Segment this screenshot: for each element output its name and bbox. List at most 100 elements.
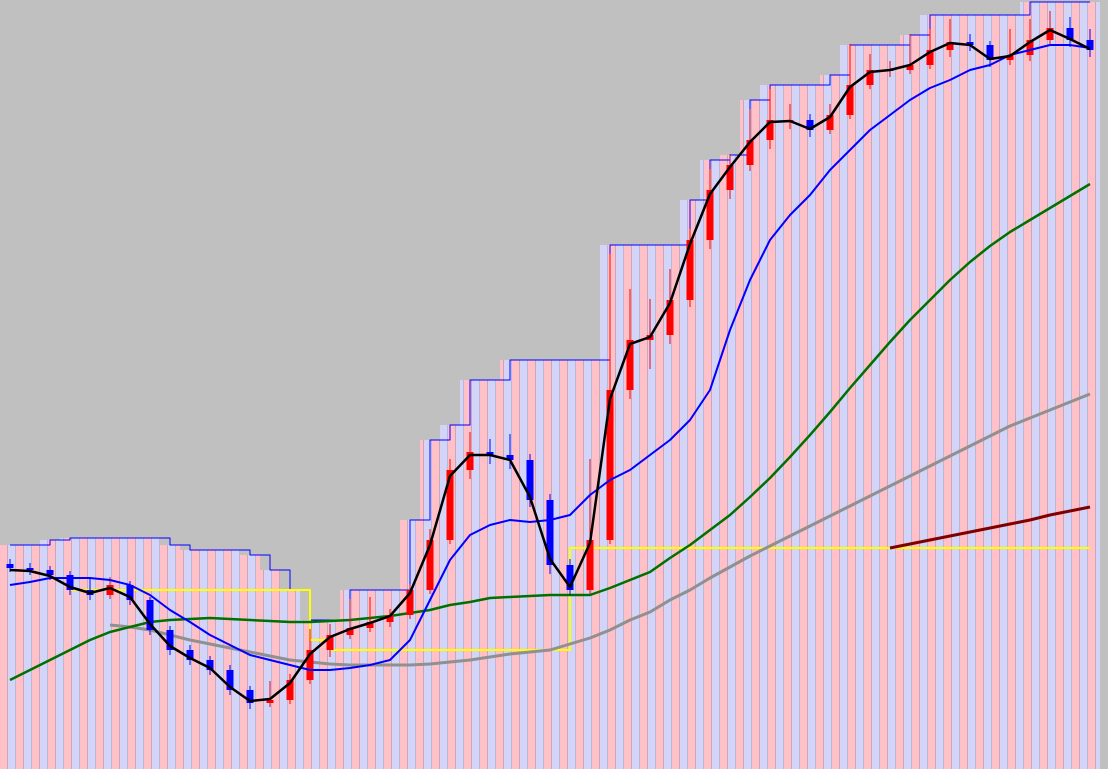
background-column	[760, 85, 780, 769]
background-column	[80, 538, 100, 769]
candle-body	[946, 42, 954, 50]
background-column	[920, 15, 940, 769]
candle-body	[526, 460, 534, 500]
candle-body	[46, 570, 54, 575]
candle-body	[846, 85, 854, 115]
candle-body	[126, 585, 134, 600]
candle-body	[626, 340, 634, 390]
background-column	[980, 15, 1000, 769]
candle-body	[586, 540, 594, 590]
background-column	[940, 15, 960, 769]
candle-body	[446, 470, 454, 540]
indicator-line	[109, 392, 1091, 667]
background-column	[140, 538, 160, 769]
candle-body	[1006, 55, 1014, 60]
background-column	[860, 45, 880, 769]
background-column	[160, 545, 180, 769]
background-column	[320, 620, 340, 769]
candle-body	[706, 190, 714, 240]
candle-body	[246, 690, 254, 703]
candle-body	[746, 140, 754, 165]
candle-body	[406, 590, 414, 615]
background-column	[380, 590, 400, 769]
background-column	[480, 380, 500, 769]
candle-body	[1026, 40, 1034, 55]
background-column	[900, 35, 920, 769]
background-column	[100, 538, 120, 769]
background-column	[440, 425, 460, 769]
candle-body	[506, 455, 514, 460]
background-column	[300, 620, 320, 769]
background-column	[1040, 2, 1060, 769]
candle-body	[326, 635, 334, 650]
candle-body	[826, 115, 834, 130]
candle-body	[1066, 28, 1074, 40]
candle-body	[346, 628, 354, 635]
candle-body	[166, 630, 174, 650]
background-column	[0, 545, 20, 769]
background-column	[680, 200, 700, 769]
candle-body	[466, 452, 474, 470]
background-column	[960, 15, 980, 769]
background-column	[260, 570, 280, 769]
background-column	[460, 380, 480, 769]
candle-body	[146, 600, 154, 630]
candle-body	[186, 650, 194, 660]
candle-body	[866, 70, 874, 85]
background-column	[800, 85, 820, 769]
background-column	[740, 100, 760, 769]
candle-body	[426, 540, 434, 590]
candle-body	[906, 65, 914, 70]
candle-body	[766, 120, 774, 140]
background-column	[40, 540, 60, 769]
candle-body	[66, 575, 74, 590]
candle-body	[806, 120, 814, 130]
candle-body	[1046, 28, 1054, 40]
candle-body	[606, 390, 614, 540]
candle-body	[306, 650, 314, 680]
candle-body	[986, 45, 994, 60]
candle-body	[926, 50, 934, 65]
background-column	[780, 85, 800, 769]
candle-body	[666, 300, 674, 335]
indicator-line	[889, 505, 1091, 550]
indicator-line	[70, 547, 1090, 651]
candle-body	[566, 565, 574, 590]
candle-body	[546, 500, 554, 565]
background-column	[720, 155, 740, 769]
background-column	[420, 440, 440, 769]
candle-body	[966, 42, 974, 45]
candle-body	[106, 585, 114, 595]
background-column	[60, 538, 80, 769]
background-column	[120, 538, 140, 769]
candle-body	[726, 165, 734, 190]
background-column	[660, 245, 680, 769]
background-column	[1020, 2, 1040, 769]
candle-body	[386, 615, 394, 622]
candle-body	[1086, 40, 1094, 50]
candle-body	[26, 568, 34, 570]
background-column	[340, 590, 360, 769]
background-column	[240, 555, 260, 769]
candle-body	[366, 622, 374, 628]
background-column	[840, 45, 860, 769]
candle-body	[486, 452, 494, 455]
indicator-line	[9, 44, 1091, 671]
background-column	[220, 550, 240, 769]
indicator-line	[9, 182, 1091, 682]
background-column	[880, 45, 900, 769]
background-column	[500, 360, 520, 769]
candle-body	[686, 240, 694, 300]
candle-body	[266, 700, 274, 703]
candle-body	[286, 680, 294, 700]
candle-body	[226, 670, 234, 690]
background-column	[360, 590, 380, 769]
candle-body	[206, 660, 214, 670]
background-column	[20, 545, 40, 769]
indicator-line	[9, 28, 1091, 703]
candle-body	[6, 564, 14, 568]
background-column	[1060, 2, 1080, 769]
background-column	[620, 245, 640, 769]
